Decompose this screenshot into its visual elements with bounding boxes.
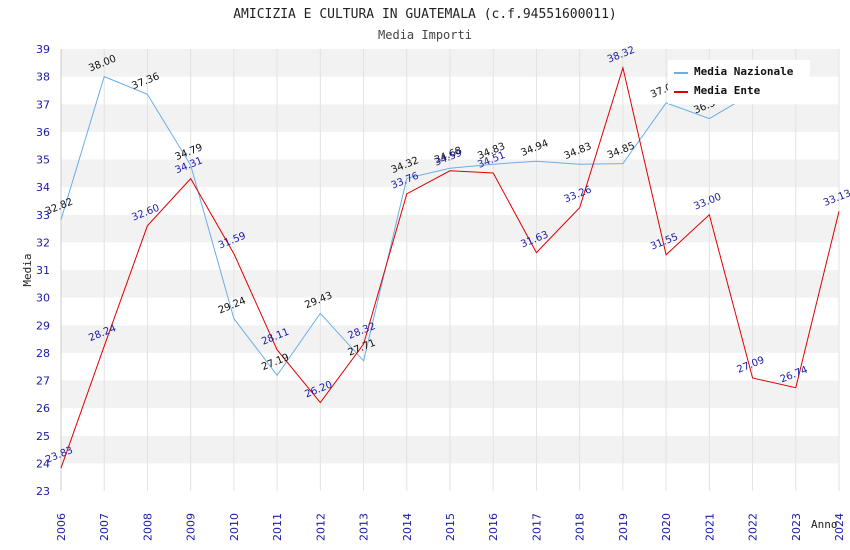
y-tick-label: 29	[36, 319, 50, 332]
y-tick-label: 33	[36, 209, 50, 222]
y-tick-label: 36	[36, 126, 50, 139]
x-tick-label: 2022	[747, 513, 760, 541]
legend: Media Nazionale Media Ente	[668, 60, 810, 104]
x-tick-label: 2014	[401, 513, 414, 541]
x-tick-label: 2008	[141, 513, 154, 541]
y-tick-label: 24	[36, 457, 50, 470]
x-tick-label: 2015	[444, 513, 457, 541]
series-group	[60, 65, 840, 469]
x-tick-label: 2023	[790, 513, 803, 541]
y-tick-label: 34	[36, 181, 50, 194]
x-axis: 2006 2007 2008 2009 2010 2011 2012 2013 2014 2015…	[55, 513, 846, 541]
legend-box	[668, 60, 810, 104]
y-tick-label: 25	[36, 430, 50, 443]
x-tick-label: 2013	[358, 513, 371, 541]
y-tick-label: 37	[36, 98, 50, 111]
x-axis-label: Anno	[811, 518, 838, 531]
legend-label-ente: Media Ente	[694, 84, 761, 97]
y-axis-label: Media	[21, 253, 34, 286]
legend-label-nazionale: Media Nazionale	[694, 65, 794, 78]
x-tick-label: 2024	[833, 513, 846, 541]
y-tick-label: 30	[36, 292, 50, 305]
y-tick-label: 27	[36, 375, 50, 388]
y-tick-label: 32	[36, 236, 50, 249]
y-tick-label: 26	[36, 402, 50, 415]
y-tick-label: 35	[36, 154, 50, 167]
y-tick-label: 23	[36, 485, 50, 498]
x-tick-label: 2021	[703, 513, 716, 541]
x-tick-label: 2017	[530, 513, 543, 541]
series-line-media-ente	[60, 65, 840, 469]
y-tick-label: 38	[36, 71, 50, 84]
series-line-media-nazionale	[60, 75, 753, 377]
x-tick-label: 2012	[314, 513, 327, 541]
x-tick-label: 2018	[574, 513, 587, 541]
y-axis: 23 24 25 26 27 28 29 30 31 32 33 34 35 36 37 38 39	[36, 43, 50, 498]
y-tick-label: 31	[36, 264, 50, 277]
y-tick-label: 39	[36, 43, 50, 56]
x-tick-label: 2009	[185, 513, 198, 541]
x-tick-label: 2019	[617, 513, 630, 541]
x-tick-label: 2020	[660, 513, 673, 541]
plot-background	[60, 49, 840, 491]
x-tick-label: 2007	[98, 513, 111, 541]
chart-title: AMICIZIA E CULTURA IN GUATEMALA (c.f.945…	[233, 7, 617, 22]
x-tick-label: 2011	[271, 513, 284, 541]
chart-subtitle: Media Importi	[378, 28, 472, 42]
x-tick-label: 2016	[487, 513, 500, 541]
y-tick-label: 28	[36, 347, 50, 360]
x-tick-label: 2006	[55, 513, 68, 541]
x-tick-label: 2010	[228, 513, 241, 541]
